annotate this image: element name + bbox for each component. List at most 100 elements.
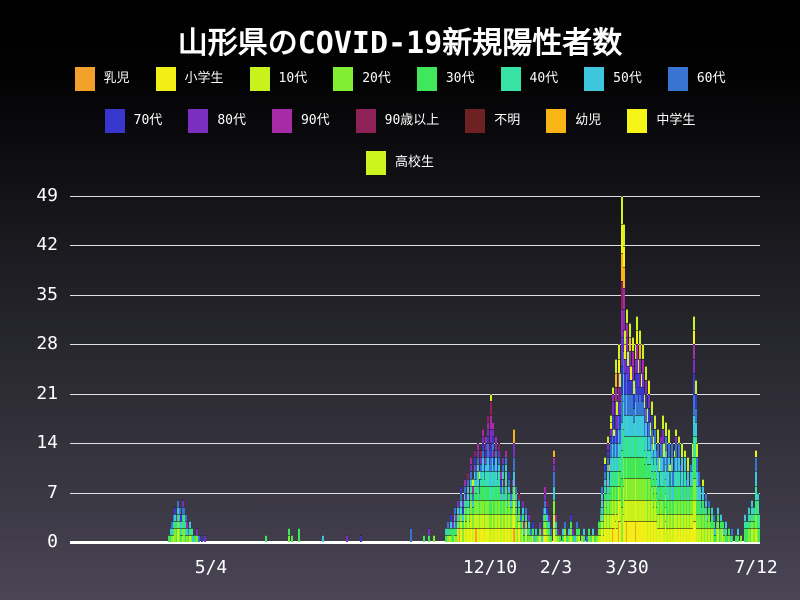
stacked-bar bbox=[662, 415, 664, 542]
stacked-bar bbox=[452, 520, 454, 542]
legend-swatch-icon bbox=[500, 67, 521, 91]
stacked-bar bbox=[550, 527, 552, 542]
bar-segment-10代 bbox=[505, 513, 507, 528]
bar-segment-小学生 bbox=[657, 527, 659, 542]
bar-segment-80代 bbox=[615, 400, 617, 415]
bar-segment-30代 bbox=[600, 520, 602, 528]
bar-segment-50代 bbox=[750, 513, 752, 521]
bar-segment-高校生 bbox=[651, 400, 653, 415]
stacked-bar bbox=[518, 492, 520, 542]
bar-segment-10代 bbox=[674, 513, 676, 528]
bar-segment-60代 bbox=[495, 450, 497, 458]
bar-segment-30代 bbox=[632, 457, 634, 479]
stacked-bar bbox=[475, 464, 477, 542]
bar-segment-高校生 bbox=[615, 358, 617, 373]
stacked-bar bbox=[654, 415, 656, 542]
bar-segment-20代 bbox=[487, 499, 489, 514]
bar-segment-30代 bbox=[665, 478, 667, 493]
bar-segment-20代 bbox=[485, 499, 487, 514]
bar-segment-50代 bbox=[609, 485, 611, 493]
bar-segment-20代 bbox=[616, 499, 618, 514]
bar-segment-50代 bbox=[666, 471, 668, 486]
bar-segment-30代 bbox=[487, 485, 489, 500]
bar-segment-60代 bbox=[638, 400, 640, 415]
bar-segment-50代 bbox=[523, 527, 525, 535]
bar-segment-70代 bbox=[493, 457, 495, 465]
stacked-bar bbox=[660, 436, 662, 542]
stacked-bar bbox=[701, 499, 703, 542]
bar-segment-30代 bbox=[515, 506, 517, 514]
bar-segment-20代 bbox=[460, 513, 462, 521]
bar-segment-60代 bbox=[480, 464, 482, 472]
bar-segment-40代 bbox=[607, 471, 609, 486]
bar-segment-50代 bbox=[630, 414, 632, 437]
bar-segment-小学生 bbox=[645, 520, 647, 542]
bar-segment-60代 bbox=[500, 485, 502, 493]
bar-segment-50代 bbox=[180, 520, 182, 528]
bar-segment-50代 bbox=[642, 414, 644, 437]
bar-segment-70代 bbox=[180, 513, 182, 521]
bar-segment-50代 bbox=[610, 457, 612, 472]
bar-segment-20代 bbox=[564, 527, 566, 535]
bar-segment-20代 bbox=[618, 471, 620, 486]
bar-segment-90代 bbox=[612, 393, 614, 401]
bar-segment-50代 bbox=[592, 527, 594, 535]
bar-segment-20代 bbox=[687, 499, 689, 514]
bar-segment-20代 bbox=[520, 527, 522, 542]
stacked-bar bbox=[666, 457, 668, 542]
bar-segment-70代 bbox=[546, 506, 548, 514]
bar-segment-90代 bbox=[186, 520, 188, 528]
bar-segment-高校生 bbox=[642, 344, 644, 359]
bar-segment-10代 bbox=[632, 499, 634, 521]
bar-segment-90代 bbox=[636, 344, 638, 359]
bar-segment-20代 bbox=[477, 499, 479, 514]
bar-segment-70代 bbox=[635, 372, 637, 387]
bar-segment-60代 bbox=[497, 471, 499, 479]
stacked-bar bbox=[570, 513, 572, 542]
bar-segment-40代 bbox=[610, 471, 612, 486]
bar-segment-50代 bbox=[497, 478, 499, 486]
bar-segment-60代 bbox=[173, 513, 175, 521]
bar-segment-30代 bbox=[576, 527, 578, 535]
bar-segment-20代 bbox=[513, 485, 515, 500]
stacked-bar bbox=[537, 534, 539, 542]
bar-segment-30代 bbox=[751, 513, 753, 521]
bar-segment-60代 bbox=[502, 464, 504, 472]
bar-segment-10代 bbox=[543, 534, 545, 542]
bar-segment-60代 bbox=[708, 499, 710, 507]
bar-segment-60代 bbox=[671, 443, 673, 458]
bar-segment-30代 bbox=[470, 492, 472, 500]
bar-segment-小学生 bbox=[464, 527, 466, 542]
bar-segment-40代 bbox=[644, 450, 646, 465]
bar-segment-20代 bbox=[196, 534, 198, 542]
bar-segment-20代 bbox=[606, 513, 608, 528]
bar-segment-50代 bbox=[702, 485, 704, 500]
bar-segment-90代 bbox=[615, 386, 617, 401]
bar-segment-10代 bbox=[498, 513, 500, 528]
bar-segment-90代 bbox=[623, 287, 625, 310]
bar-segment-80代 bbox=[480, 457, 482, 465]
bar-segment-20代 bbox=[469, 520, 471, 528]
bar-segment-60代 bbox=[616, 443, 618, 458]
bar-segment-高校生 bbox=[659, 457, 661, 472]
bar-segment-20代 bbox=[505, 499, 507, 514]
bar-segment-20代 bbox=[624, 478, 626, 500]
bar-segment-60代 bbox=[498, 457, 500, 465]
bar-segment-10代 bbox=[604, 513, 606, 528]
stacked-bar bbox=[713, 513, 715, 542]
bar-segment-10代 bbox=[449, 534, 451, 542]
bar-segment-90代 bbox=[490, 415, 492, 430]
bar-segment-60代 bbox=[607, 457, 609, 465]
bar-segment-10代 bbox=[615, 499, 617, 521]
bar-segment-10代 bbox=[489, 527, 491, 542]
bar-segment-60代 bbox=[550, 527, 552, 535]
bar-segment-80代 bbox=[660, 436, 662, 444]
bar-segment-10代 bbox=[755, 527, 757, 542]
bar-segment-70代 bbox=[532, 520, 534, 528]
bar-segment-60代 bbox=[177, 499, 179, 507]
bar-segment-10代 bbox=[678, 513, 680, 528]
bar-segment-60代 bbox=[677, 457, 679, 472]
bar-segment-70代 bbox=[613, 436, 615, 444]
bar-segment-乳児 bbox=[635, 520, 637, 542]
bar-segment-30代 bbox=[606, 506, 608, 514]
